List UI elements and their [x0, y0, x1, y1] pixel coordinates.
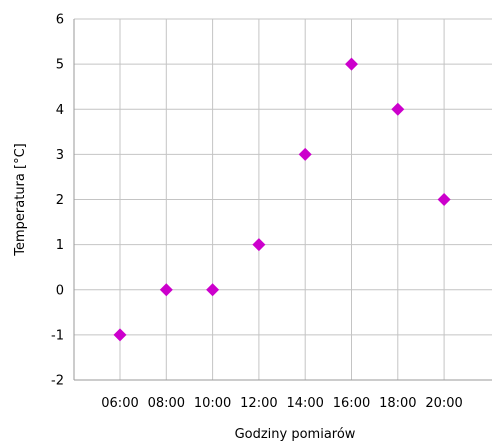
- y-tick-labels: -2 -1 0 1 2 3 4 5 6: [51, 13, 64, 389]
- y-tick-label: 2: [56, 193, 64, 208]
- x-tick-label: 16:00: [333, 396, 370, 411]
- data-point: [252, 238, 266, 252]
- data-points: [113, 57, 451, 342]
- x-tick-labels: 06:00 08:00 10:00 12:00 14:00 16:00 18:00 20:00: [101, 396, 463, 411]
- grid-lines: [74, 18, 492, 381]
- y-tick-label: 0: [56, 283, 64, 298]
- data-point: [298, 147, 312, 161]
- data-point: [159, 283, 173, 297]
- data-point: [437, 193, 451, 206]
- y-tick-label: 5: [56, 58, 64, 73]
- x-tick-label: 14:00: [286, 396, 323, 411]
- x-tick-label: 06:00: [101, 396, 138, 411]
- y-axis-title: Temperatura [°C]: [13, 143, 28, 256]
- x-axis-title: Godziny pomiarów: [235, 427, 356, 442]
- x-tick-label: 12:00: [240, 396, 277, 411]
- x-tick-label: 18:00: [379, 396, 416, 411]
- x-tick-label: 08:00: [148, 396, 185, 411]
- data-point: [113, 328, 127, 342]
- y-tick-label: -2: [51, 374, 64, 389]
- data-point: [391, 102, 405, 116]
- x-tick-label: 10:00: [194, 396, 231, 411]
- data-point: [345, 57, 358, 71]
- y-tick-label: 1: [56, 238, 64, 253]
- y-tick-label: 6: [56, 13, 64, 28]
- y-tick-label: 3: [56, 148, 64, 163]
- y-tick-label: -1: [51, 328, 64, 343]
- x-tick-label: 20:00: [425, 396, 462, 411]
- axes: [73, 19, 492, 381]
- y-tick-label: 4: [56, 103, 64, 118]
- data-point: [206, 283, 220, 297]
